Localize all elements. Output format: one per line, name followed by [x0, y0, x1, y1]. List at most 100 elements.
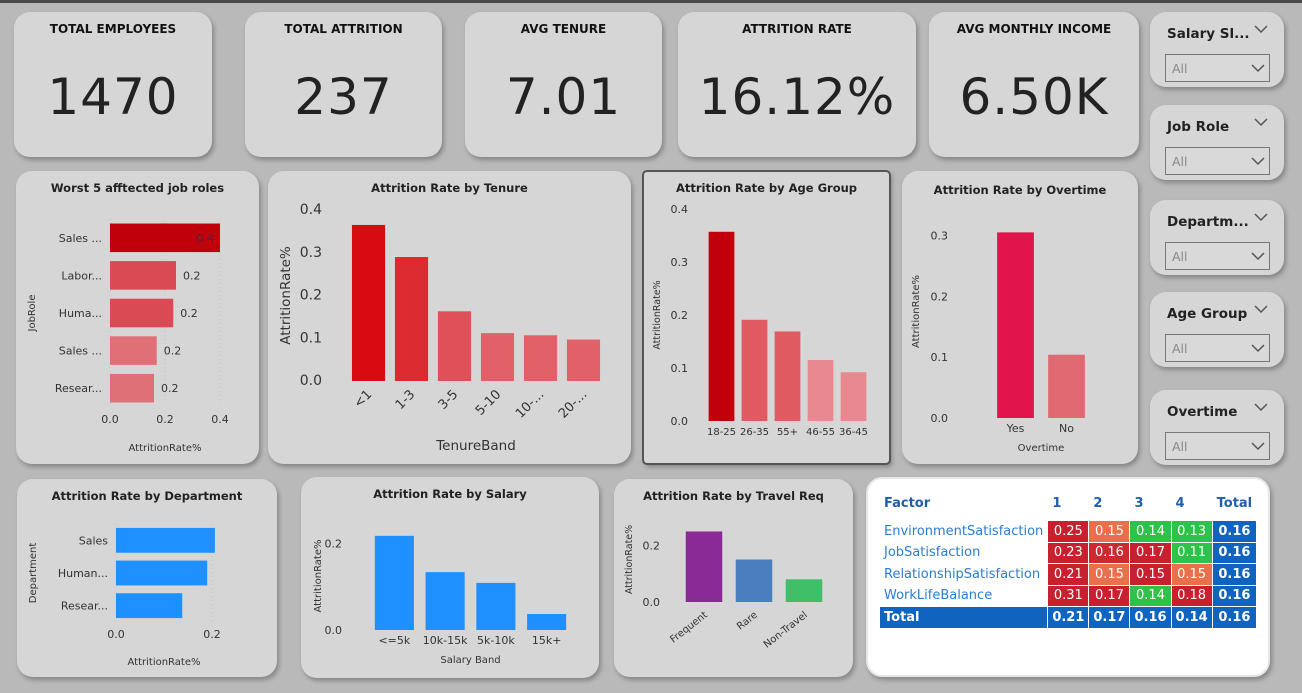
department-chart: 0.0 0.2 Sales Human... Resear... Department At… — [28, 524, 221, 668]
slicer-dropdown[interactable]: All — [1165, 242, 1270, 270]
matrix-row-total: 0.16 — [1211, 563, 1258, 586]
y-tick-label: Human... — [58, 567, 108, 580]
chevron-down-icon[interactable] — [1254, 212, 1268, 222]
slicer-value: All — [1172, 249, 1188, 264]
y-axis-label: Department — [28, 543, 39, 604]
travel-chart: 0.0 0.2 Frequent Rare Non-Travel AttritionRat… — [624, 525, 823, 651]
matrix-cell: 0.15 — [1129, 563, 1172, 586]
bar — [110, 223, 220, 253]
matrix-factor-label: WorkLifeBalance — [878, 584, 1049, 607]
slicer-age-group: Age Group All — [1150, 292, 1284, 367]
y-axis-label: AttritionRate% — [313, 540, 324, 613]
table-row[interactable]: WorkLifeBalance 0.31 0.17 0.14 0.18 0.16 — [878, 584, 1258, 607]
y-tick-label: 0.3 — [931, 229, 949, 242]
slicer-dropdown[interactable]: All — [1165, 334, 1270, 362]
x-tick-label: 55+ — [777, 427, 798, 438]
kpi-value: 1470 — [47, 68, 179, 126]
chart-attrition-by-salary[interactable]: Attrition Rate by Salary 0.0 0.2 <=5k 10k-1… — [301, 477, 599, 678]
chart-attrition-by-travel[interactable]: Attrition Rate by Travel Req 0.0 0.2 Frequ… — [614, 479, 853, 677]
x-tick-label: 36-45 — [839, 427, 868, 438]
satisfaction-matrix: Factor 1 2 3 4 Total EnvironmentSatisfac… — [878, 490, 1258, 629]
matrix-header-2[interactable]: 2 — [1088, 490, 1131, 517]
bar — [110, 261, 176, 290]
satisfaction-matrix-card[interactable]: Factor 1 2 3 4 Total EnvironmentSatisfac… — [866, 477, 1270, 677]
y-tick-label: 0.2 — [300, 288, 322, 304]
matrix-row-total: 0.16 — [1211, 584, 1258, 607]
chevron-down-icon — [1251, 64, 1265, 73]
matrix-cell: 0.14 — [1129, 520, 1172, 543]
y-tick-label: 0.0 — [643, 596, 661, 609]
table-row[interactable]: JobSatisfaction 0.23 0.16 0.17 0.11 0.16 — [878, 541, 1258, 564]
chart-attrition-by-tenure[interactable]: Attrition Rate by Tenure 0.0 0.1 0.2 0.3 0.4… — [268, 171, 631, 464]
table-row[interactable]: RelationshipSatisfaction 0.21 0.15 0.15 0.15… — [878, 563, 1258, 586]
x-tick-label: 0.2 — [156, 413, 174, 426]
y-tick-label: 0.2 — [671, 309, 689, 322]
matrix-total-cell: 0.14 — [1170, 606, 1213, 629]
matrix-spacer — [879, 516, 1257, 521]
matrix-total-cell: 0.21 — [1047, 606, 1090, 629]
x-tick-label: Rare — [735, 610, 760, 633]
chevron-down-icon[interactable] — [1254, 304, 1268, 314]
bar — [807, 360, 834, 421]
x-tick-label: Yes — [1006, 422, 1025, 435]
y-tick-label: 0.3 — [300, 245, 322, 261]
y-tick-label: Sales — [79, 534, 109, 547]
kpi-title: AVG TENURE — [520, 22, 607, 36]
matrix-header-total[interactable]: Total — [1211, 490, 1258, 517]
matrix-header-1[interactable]: 1 — [1047, 490, 1090, 517]
matrix-header-4[interactable]: 4 — [1170, 490, 1213, 517]
slicer-dropdown[interactable]: All — [1165, 54, 1270, 82]
slicer-title: Job Role — [1167, 119, 1230, 135]
kpi-card-avg-monthly-income: AVG MONTHLY INCOME 6.50K — [929, 12, 1139, 157]
table-row[interactable]: EnvironmentSatisfaction 0.25 0.15 0.14 0.13 0… — [878, 520, 1258, 543]
matrix-cell: 0.31 — [1047, 584, 1090, 607]
y-tick-label: 0.4 — [671, 203, 689, 216]
bar — [425, 572, 465, 630]
slicer-dropdown[interactable]: All — [1165, 147, 1270, 175]
tenure-chart: 0.0 0.1 0.2 0.3 0.4 <1 1-3 3-5 5-10 10-... 20-... A… — [278, 202, 601, 454]
bar — [437, 311, 472, 381]
slicer-value: All — [1172, 61, 1188, 76]
matrix-cell: 0.15 — [1088, 563, 1131, 586]
salary-chart: 0.0 0.2 <=5k 10k-15k 5k-10k 15k+ AttritionRate… — [313, 535, 567, 666]
chart-title: Attrition Rate by Travel Req — [643, 489, 824, 503]
chart-title: Worst 5 afftected job roles — [50, 181, 225, 195]
chevron-down-icon[interactable] — [1254, 24, 1268, 34]
x-tick-label: Frequent — [668, 610, 710, 646]
x-tick-label: Non-Travel — [762, 610, 810, 651]
y-axis-label: JobRole — [27, 295, 38, 333]
age-group-chart: 0.0 0.1 0.2 0.3 0.4 18-25 26-35 55+ 46-55 36-45 At… — [652, 203, 868, 438]
y-tick-label: 0.1 — [931, 351, 949, 364]
chart-title: Attrition Rate by Overtime — [933, 183, 1107, 197]
y-axis-label: AttritionRate% — [652, 280, 663, 349]
y-axis-label: AttritionRate% — [624, 525, 635, 594]
bar — [785, 579, 823, 602]
matrix-cell: 0.21 — [1047, 563, 1090, 586]
matrix-header-3[interactable]: 3 — [1129, 490, 1172, 517]
chart-attrition-by-department[interactable]: Attrition Rate by Department 0.0 0.2 Sales… — [17, 479, 277, 677]
x-tick-label: 0.2 — [203, 628, 221, 641]
slicer-dropdown[interactable]: All — [1165, 432, 1270, 460]
data-label: 0.2 — [183, 269, 201, 282]
chart-attrition-by-age-group[interactable]: Attrition Rate by Age Group 0.0 0.1 0.2 0.3… — [642, 170, 891, 465]
y-tick-label: 0.0 — [671, 415, 689, 428]
chevron-down-icon[interactable] — [1254, 117, 1268, 127]
bar — [476, 582, 516, 630]
chart-worst-job-roles[interactable]: Worst 5 afftected job roles 0.0 0.2 0.4 Sal… — [16, 171, 259, 464]
bar — [774, 331, 801, 421]
bar — [685, 531, 723, 602]
matrix-cell: 0.15 — [1088, 520, 1131, 543]
chart-attrition-by-overtime[interactable]: Attrition Rate by Overtime 0.0 0.1 0.2 0.3 Y… — [902, 171, 1138, 464]
slicer-title: Age Group — [1167, 306, 1248, 322]
matrix-cell: 0.13 — [1170, 520, 1213, 543]
x-tick-label: 26-35 — [740, 427, 769, 438]
y-tick-label: 0.0 — [325, 624, 343, 637]
matrix-total-cell: 0.16 — [1129, 606, 1172, 629]
bar — [351, 224, 386, 381]
x-axis-label: Salary Band — [440, 655, 500, 666]
chevron-down-icon[interactable] — [1254, 402, 1268, 412]
matrix-cell: 0.15 — [1170, 563, 1213, 586]
bar — [480, 333, 515, 381]
matrix-header-factor[interactable]: Factor — [878, 490, 1049, 517]
x-axis-label: TenureBand — [435, 438, 516, 454]
